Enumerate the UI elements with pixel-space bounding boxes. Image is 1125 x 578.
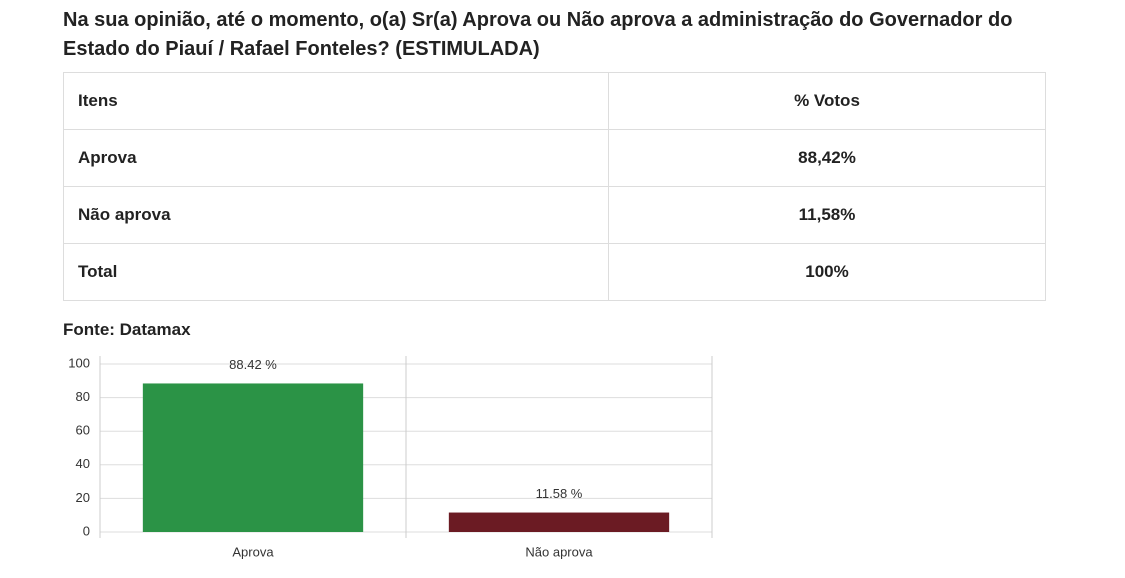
y-tick-label: 100	[68, 355, 90, 370]
column-header: Itens	[63, 72, 609, 130]
y-tick-label: 0	[83, 523, 90, 538]
cell: 100%	[608, 243, 1046, 301]
results-table: Itens% Votos Aprova 88,42% Não aprova 11,5…	[63, 72, 1046, 301]
cell: 88,42%	[608, 129, 1046, 187]
cell: 11,58%	[608, 186, 1046, 244]
page-title: Na sua opinião, até o momento, o(a) Sr(a…	[63, 9, 1013, 60]
y-tick-label: 80	[76, 389, 90, 404]
cell: Total	[63, 243, 609, 301]
x-tick-label: Não aprova	[525, 544, 593, 559]
bar	[448, 512, 670, 532]
x-tick-label: Aprova	[232, 544, 274, 559]
bar	[142, 383, 364, 532]
chart: 0 20 40 60 80 100 Aprova 88.42 % Não aprova 11.58…	[68, 355, 713, 559]
y-tick-label: 60	[76, 423, 90, 438]
y-tick-label: 40	[76, 456, 90, 471]
data-label: 88.42 %	[229, 357, 277, 372]
y-tick-label: 20	[76, 490, 90, 505]
cell: Não aprova	[63, 186, 609, 244]
source: Fonte: Datamax	[63, 320, 191, 339]
data-label: 11.58 %	[536, 486, 583, 501]
